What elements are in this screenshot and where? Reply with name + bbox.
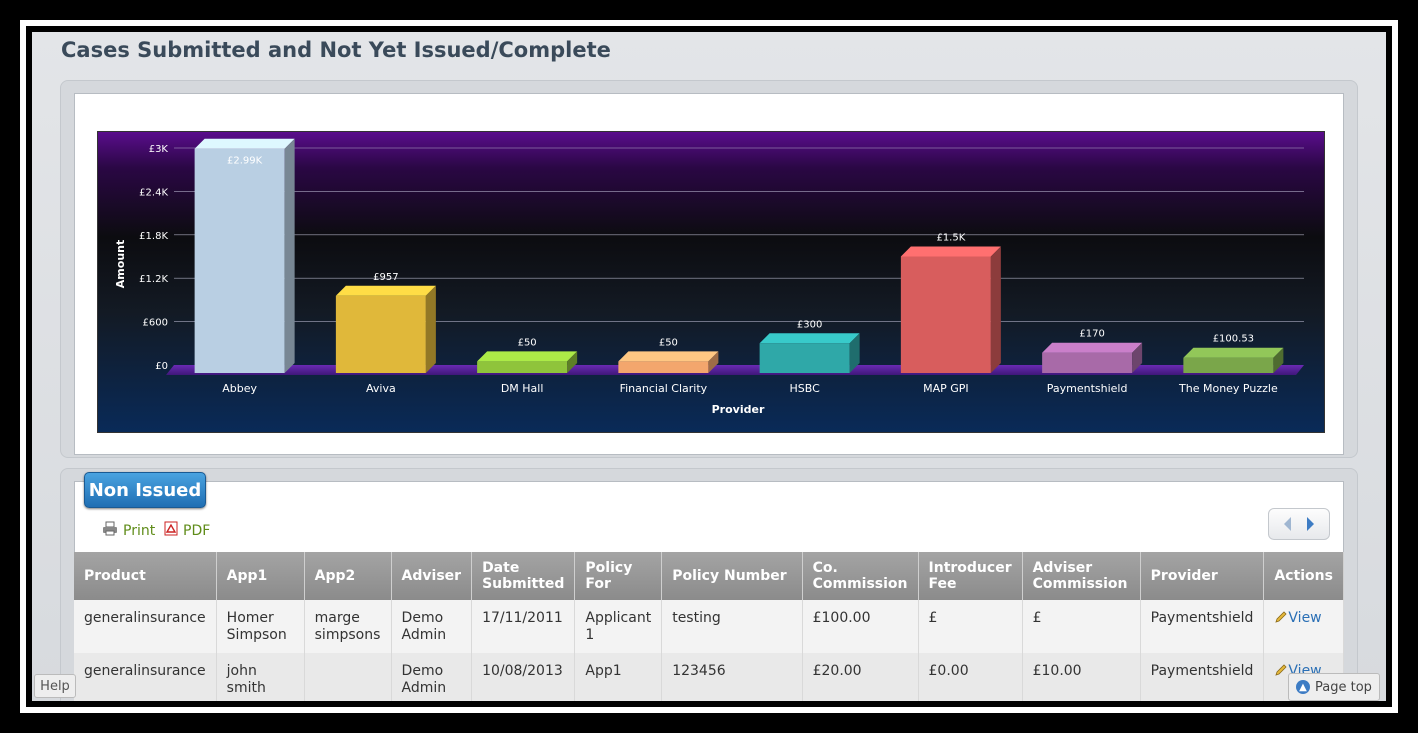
col-header-adviser[interactable]: Adviser: [391, 552, 473, 600]
non-issued-tab[interactable]: Non Issued: [84, 472, 206, 508]
col-header-adviser-commission[interactable]: Adviser Commission: [1022, 552, 1141, 600]
col-header-app1[interactable]: App1: [216, 552, 305, 600]
cell-adviser: Demo Admin: [391, 600, 473, 653]
cell-introducer-fee: £0.00: [918, 653, 1023, 701]
x-tick-label: DM Hall: [501, 382, 544, 395]
cell-policy-for: Applicant 1: [574, 600, 663, 653]
y-tick-label: £2.4K: [139, 187, 168, 198]
cell-co-commission: £20.00: [802, 653, 919, 701]
bar: [1183, 347, 1284, 373]
bar-value-label: £100.53: [1213, 334, 1254, 345]
help-tab[interactable]: Help: [34, 674, 76, 698]
cell-adviser-commission: £: [1022, 600, 1141, 653]
pdf-link[interactable]: PDF: [164, 521, 210, 540]
x-axis-label: Provider: [712, 403, 765, 416]
bar-value-label: £1.5K: [936, 233, 965, 244]
view-link[interactable]: View: [1288, 610, 1322, 626]
bar-value-label: £50: [518, 337, 537, 348]
chart-floor: [166, 365, 1304, 375]
bar: [900, 246, 1001, 373]
cell-actions: View: [1263, 600, 1344, 653]
col-header-co-commission[interactable]: Co. Commission: [802, 552, 919, 600]
chart-panel: £0 £600 £1.2K £1.8K £2.4K £3K £2.99K Abbey £957 A…: [60, 80, 1358, 458]
x-tick-label: HSBC: [789, 382, 820, 395]
cell-policy-for: App1: [574, 653, 663, 701]
x-tick-label: The Money Puzzle: [1178, 382, 1278, 395]
arrow-up-icon: ▲: [1296, 680, 1311, 694]
bar-value-label: £2.99K: [227, 156, 263, 167]
cell-adviser-commission: £10.00: [1022, 653, 1141, 701]
pager: [1268, 508, 1330, 540]
y-tick-label: £0: [155, 361, 168, 372]
bar-value-label: £50: [659, 337, 678, 348]
bar: [618, 351, 719, 373]
table-row: generalinsurance Homer Simpson marge sim…: [74, 600, 1344, 653]
bar-chart: £0 £600 £1.2K £1.8K £2.4K £3K £2.99K Abbey £957 A…: [98, 132, 1324, 432]
print-label: Print: [123, 522, 156, 539]
cell-provider: Paymentshield: [1140, 653, 1265, 701]
cell-app2: [304, 653, 392, 701]
cell-provider: Paymentshield: [1140, 600, 1265, 653]
x-tick-label: Paymentshield: [1047, 382, 1128, 395]
chart-background: [98, 132, 1324, 432]
bar-value-label: £300: [797, 319, 822, 330]
col-header-policy-for[interactable]: Policy For: [574, 552, 663, 600]
y-axis-label: Amount: [114, 240, 127, 288]
col-header-introducer-fee[interactable]: Introducer Fee: [918, 552, 1023, 600]
cell-product: generalinsurance: [74, 600, 217, 653]
cases-table: Product App1 App2 Adviser Date Submitted…: [74, 552, 1344, 701]
x-tick-label: Abbey: [222, 382, 257, 395]
bar: [759, 333, 860, 373]
cell-policy-number: testing: [661, 600, 803, 653]
cell-co-commission: £100.00: [802, 600, 919, 653]
cell-introducer-fee: £: [918, 600, 1023, 653]
chart-area: £0 £600 £1.2K £1.8K £2.4K £3K £2.99K Abbey £957 A…: [97, 131, 1325, 433]
y-tick-label: £1.8K: [139, 231, 168, 242]
cell-app1: john smith: [216, 653, 305, 701]
pdf-label: PDF: [183, 522, 211, 539]
cell-policy-number: 123456: [661, 653, 803, 701]
bar: [335, 285, 436, 373]
bar: [194, 138, 295, 373]
cell-product: generalinsurance: [74, 653, 217, 701]
cell-date-submitted: 17/11/2011: [471, 600, 576, 653]
x-tick-label: MAP GPI: [923, 382, 969, 395]
print-link[interactable]: Print: [102, 521, 155, 540]
pdf-icon: [164, 521, 178, 540]
printer-icon: [102, 521, 118, 540]
report-page: Cases Submitted and Not Yet Issued/Compl…: [32, 32, 1386, 701]
prev-page-icon[interactable]: [1284, 517, 1291, 531]
col-header-product[interactable]: Product: [74, 552, 217, 600]
cell-app2: marge simpsons: [304, 600, 392, 653]
x-tick-label: Aviva: [366, 382, 396, 395]
cell-adviser: Demo Admin: [391, 653, 473, 701]
y-tick-label: £1.2K: [139, 274, 168, 285]
bar: [477, 351, 578, 373]
chart-container: £0 £600 £1.2K £1.8K £2.4K £3K £2.99K Abbey £957 A…: [74, 93, 1344, 455]
page-top-button[interactable]: ▲ Page top: [1288, 673, 1380, 701]
table-header-row: Product App1 App2 Adviser Date Submitted…: [74, 552, 1344, 600]
table-row: generalinsurance john smith Demo Admin 1…: [74, 653, 1344, 701]
col-header-policy-number[interactable]: Policy Number: [661, 552, 803, 600]
pencil-icon: [1274, 610, 1288, 624]
col-header-actions: Actions: [1263, 552, 1344, 600]
bar-value-label: £170: [1079, 329, 1104, 340]
next-page-icon[interactable]: [1307, 517, 1314, 531]
col-header-provider[interactable]: Provider: [1140, 552, 1265, 600]
page-top-label: Page top: [1315, 679, 1372, 695]
col-header-date-submitted[interactable]: Date Submitted: [471, 552, 576, 600]
page-title: Cases Submitted and Not Yet Issued/Compl…: [61, 38, 611, 62]
cell-date-submitted: 10/08/2013: [471, 653, 576, 701]
pencil-icon: [1274, 663, 1288, 677]
bar: [1042, 342, 1143, 373]
y-tick-label: £3K: [149, 144, 169, 155]
bar-value-label: £957: [373, 272, 398, 283]
col-header-app2[interactable]: App2: [304, 552, 392, 600]
x-tick-label: Financial Clarity: [620, 382, 708, 395]
cell-app1: Homer Simpson: [216, 600, 305, 653]
y-tick-label: £600: [143, 318, 168, 329]
